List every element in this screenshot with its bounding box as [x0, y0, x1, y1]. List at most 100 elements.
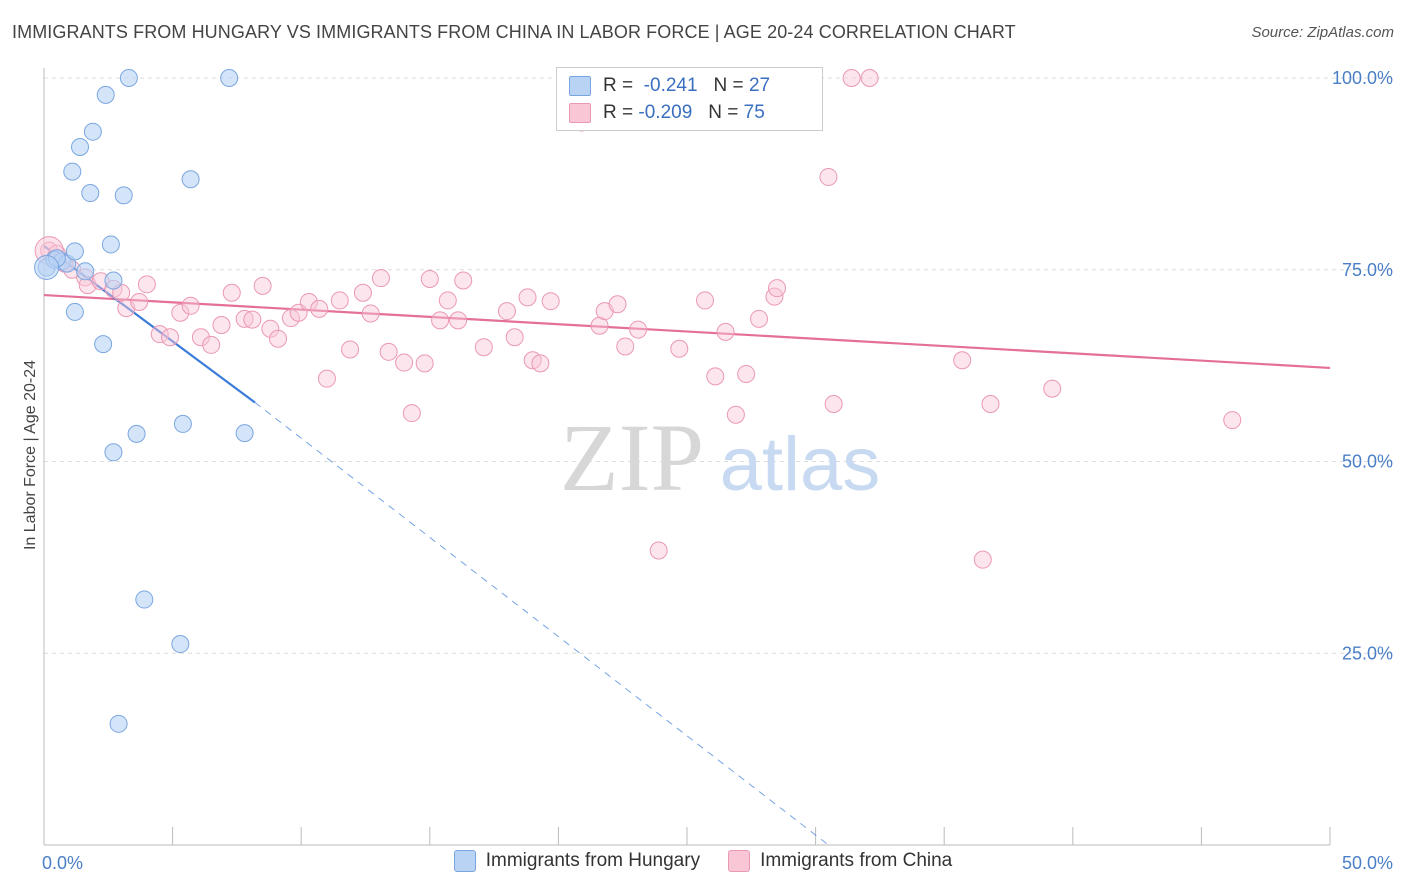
china-point [531, 354, 550, 373]
china-point [824, 394, 843, 413]
china-point [235, 309, 254, 328]
source-label: Source: ZipAtlas.com [1251, 24, 1394, 41]
hungary-point [119, 69, 138, 87]
china-point [353, 283, 372, 302]
hungary-point [94, 335, 113, 354]
china-point [608, 295, 627, 314]
watermark-zip: ZIP [560, 404, 704, 511]
china-point [819, 167, 838, 186]
hungary-point [104, 271, 123, 290]
china-point [649, 541, 668, 560]
hungary-point [63, 162, 82, 181]
hungary-swatch [569, 76, 591, 96]
china-point [395, 353, 414, 372]
china-point [191, 328, 210, 347]
china-point [261, 319, 280, 338]
china-point [541, 292, 560, 311]
china-point [420, 269, 439, 288]
watermark: ZIP atlas [560, 404, 880, 511]
hungary-legend-swatch [453, 850, 476, 872]
china-point [317, 369, 336, 388]
hungary-point [171, 635, 190, 654]
hungary-point [173, 414, 192, 433]
y-tick-label: 75.0% [1342, 260, 1393, 280]
china-point [269, 329, 288, 348]
axes [43, 68, 1331, 846]
china-point [454, 271, 473, 290]
china-point [590, 316, 609, 335]
y-tick-label: 100.0% [1332, 68, 1393, 88]
chart-title: IMMIGRANTS FROM HUNGARY VS IMMIGRANTS FR… [12, 22, 1016, 42]
china-legend-label: Immigrants from China [760, 850, 953, 871]
china-point [953, 351, 972, 370]
n-label: N = [713, 75, 744, 96]
legend-row-hungary: R = -0.241 N = 27 [569, 74, 770, 98]
hungary-point [135, 590, 154, 609]
china-point [243, 310, 262, 329]
china-point [181, 296, 200, 315]
china-point [737, 365, 756, 384]
china-point [161, 328, 180, 347]
legend-row-china: R = -0.209 N = 75 [569, 101, 765, 125]
hungary-point [83, 122, 102, 141]
hungary-point [181, 170, 200, 189]
tick-labels: 25.0% 50.0% 75.0% 100.0% 0.0% 50.0% [42, 68, 1393, 873]
china-point [310, 299, 329, 318]
china-point [171, 303, 190, 322]
china-point [497, 302, 516, 321]
china-point [431, 311, 450, 330]
china-r-value: -0.209 [638, 102, 693, 123]
n-label: N = [708, 102, 739, 123]
china-point [474, 338, 493, 357]
watermark-atlas: atlas [720, 422, 881, 507]
china-point [371, 269, 390, 288]
y-axis-title: In Labor Force | Age 20-24 [22, 360, 39, 550]
hungary-trend-extension [254, 402, 829, 846]
china-point [670, 339, 689, 358]
x-tick-label: 0.0% [42, 853, 83, 873]
hungary-point [127, 424, 146, 443]
hungary-point [220, 69, 239, 87]
hungary-point [65, 242, 84, 261]
hungary-point [109, 714, 128, 733]
china-point [716, 322, 735, 341]
china-point [616, 337, 635, 356]
y-tick-label: 25.0% [1342, 643, 1393, 663]
china-point [768, 279, 787, 298]
hungary-point [104, 443, 123, 462]
hungary-point [235, 424, 254, 443]
china-point [1223, 411, 1242, 430]
hungary-point [76, 262, 95, 281]
china-point [981, 394, 1000, 413]
hungary-r-value: -0.241 [643, 75, 698, 96]
china-point [750, 309, 769, 328]
hungary-point [96, 85, 115, 104]
china-point [202, 335, 221, 354]
china-point [222, 283, 241, 302]
china-point [505, 328, 524, 347]
china-point [379, 342, 398, 361]
trend-lines [43, 245, 1331, 846]
correlation-legend: R = -0.241 N = 27 R = -0.209 N = 75 [556, 67, 823, 131]
china-point [253, 276, 272, 295]
x-tick-label: 50.0% [1342, 853, 1393, 873]
china-point [438, 291, 457, 310]
hungary-point [65, 302, 84, 321]
china-n-value: 75 [743, 102, 765, 123]
china-point [629, 320, 648, 339]
grid-lines [44, 77, 1392, 654]
legend-item-china[interactable]: Immigrants from China [728, 850, 952, 872]
china-point [137, 275, 156, 294]
china-point [402, 404, 421, 423]
legend-item-hungary[interactable]: Immigrants from Hungary [453, 850, 700, 872]
hungary-point [101, 235, 120, 254]
r-label: R = [603, 102, 634, 123]
series-legend: Immigrants from Hungary Immigrants from … [0, 850, 1406, 872]
china-point [1043, 379, 1062, 398]
china-point [518, 288, 537, 307]
china-point [415, 354, 434, 373]
china-legend-swatch [728, 850, 751, 872]
china-point [150, 325, 169, 344]
china-point [299, 292, 318, 311]
china-trend-line [43, 293, 1331, 370]
